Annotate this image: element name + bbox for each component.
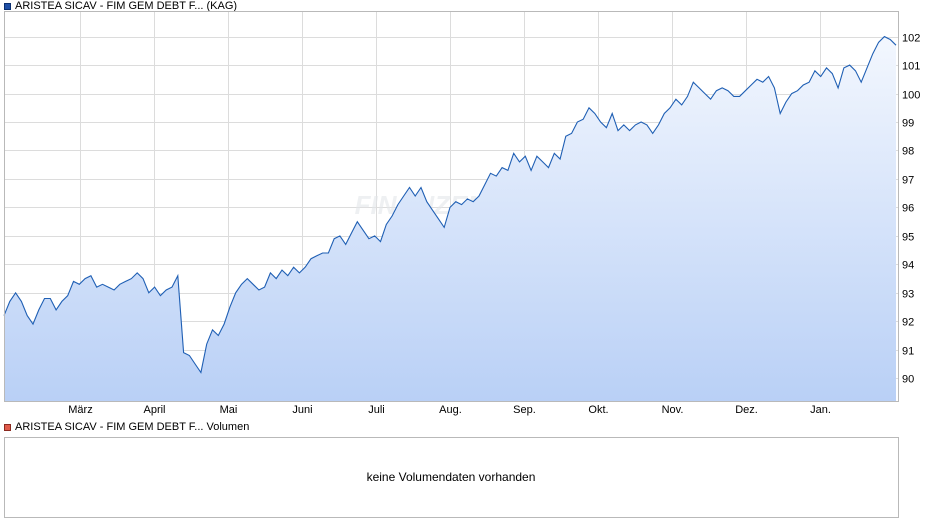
price-plot-frame <box>4 11 899 402</box>
x-tick-label: Jan. <box>810 404 831 416</box>
x-tick-label: Nov. <box>662 404 684 416</box>
x-axis: März April Mai Juni Juli Aug. Sep. Okt. Nov. Dez.… <box>68 404 831 416</box>
volume-legend: ARISTEA SICAV - FIM GEM DEBT F... Volume… <box>4 421 249 434</box>
x-tick-label: Aug. <box>439 404 462 416</box>
y-tick-label: 95 <box>902 232 914 244</box>
y-tick-label: 90 <box>902 374 914 386</box>
y-tick-label: 100 <box>902 90 920 102</box>
x-tick-label: April <box>143 404 165 416</box>
y-axis: 90 91 92 93 94 95 96 97 98 99 100 101 102 <box>902 33 920 386</box>
y-tick-label: 92 <box>902 317 914 329</box>
price-legend-label: ARISTEA SICAV - FIM GEM DEBT F... (KAG) <box>15 0 238 12</box>
x-tick-label: Juli <box>368 404 385 416</box>
y-tick-label: 93 <box>902 289 914 301</box>
no-volume-message: keine Volumendaten vorhanden <box>366 470 536 484</box>
y-tick-label: 101 <box>902 61 920 73</box>
price-legend-swatch <box>4 3 11 10</box>
price-area <box>4 36 896 401</box>
y-tick-label: 98 <box>902 146 914 158</box>
volume-plot-frame <box>4 437 899 518</box>
price-line <box>3 35 897 374</box>
y-tick-label: 97 <box>902 175 914 187</box>
volume-legend-swatch <box>4 424 11 431</box>
y-tick-label: 94 <box>902 260 914 272</box>
x-tick-label: Mai <box>220 404 238 416</box>
x-tick-label: März <box>68 404 92 416</box>
y-tick-label: 96 <box>902 203 914 215</box>
x-tick-label: Sep. <box>513 404 536 416</box>
x-tick-label: Dez. <box>735 404 758 416</box>
y-tick-label: 91 <box>902 346 914 358</box>
y-tick-label: 102 <box>902 33 920 45</box>
x-tick-label: Juni <box>292 404 312 416</box>
price-legend: ARISTEA SICAV - FIM GEM DEBT F... (KAG) <box>4 0 237 13</box>
x-tick-label: Okt. <box>588 404 608 416</box>
y-tick-label: 99 <box>902 118 914 130</box>
volume-legend-label: ARISTEA SICAV - FIM GEM DEBT F... Volume… <box>15 421 250 433</box>
